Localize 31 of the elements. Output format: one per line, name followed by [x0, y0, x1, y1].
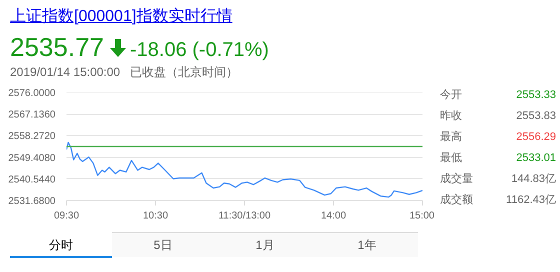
- text: 144.83亿: [510, 172, 557, 187]
- text: 分时: [10, 233, 112, 258]
- text: 2556.29: [515, 130, 557, 144]
- chart-title: 上证指数[000001]指数实时行情: [10, 8, 232, 25]
- text: 今开: [439, 88, 463, 103]
- text: 1162.43亿: [505, 193, 557, 208]
- x-tick-label: 09:30: [54, 210, 80, 222]
- x-tick-label: 11:30/13:00: [218, 210, 271, 222]
- text: 成交量: [439, 172, 474, 187]
- text: 1月: [214, 232, 316, 257]
- x-tick-label: 10:30: [142, 210, 168, 222]
- x-tick-label: 15:00: [409, 210, 435, 222]
- text: 2019/01/14 15:00:00 已收盘（北京时间）: [10, 65, 238, 79]
- text: 2535.77: [10, 32, 104, 62]
- text: 1年: [316, 232, 418, 257]
- text: 2553.33: [515, 88, 557, 102]
- text: 2533.01: [515, 150, 557, 166]
- x-tick-label: 14:00: [320, 210, 346, 222]
- y-tick-label: 2576.0000: [8, 88, 56, 99]
- text: 最低: [439, 151, 463, 166]
- y-tick-label: 2567.1360: [8, 110, 56, 121]
- text: 昨收: [439, 109, 463, 124]
- text: 5日: [112, 232, 214, 257]
- text: -18.06 (-0.71%): [130, 39, 269, 61]
- y-tick-label: 2558.2720: [8, 131, 56, 142]
- text: 成交额: [439, 192, 474, 208]
- text: 最高: [439, 130, 463, 145]
- y-tick-label: 2540.5440: [8, 174, 56, 186]
- text: 2553.83: [515, 108, 557, 124]
- y-tick-label: 2531.6800: [8, 196, 56, 207]
- y-tick-label: 2549.4080: [8, 152, 56, 164]
